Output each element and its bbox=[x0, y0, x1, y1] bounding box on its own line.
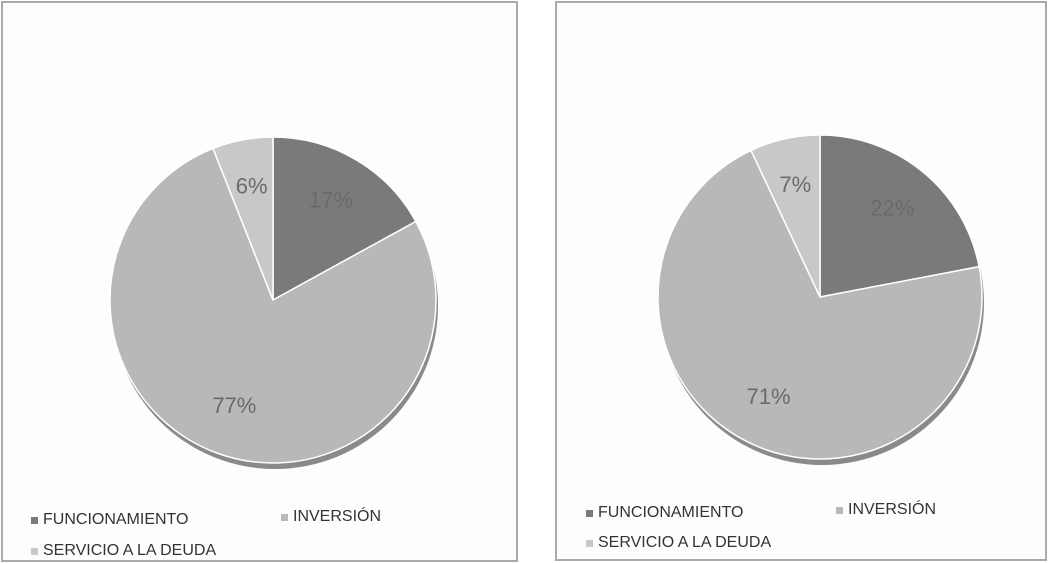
legend-label: INVERSIÓN bbox=[293, 506, 381, 525]
legend-swatch bbox=[31, 517, 38, 524]
pie-slice bbox=[819, 134, 981, 298]
legend-label: FUNCIONAMIENTO bbox=[43, 511, 188, 528]
pie-slice bbox=[750, 134, 821, 298]
data-label: 7% bbox=[779, 172, 811, 197]
legend-swatch bbox=[586, 510, 593, 517]
legend-label: SERVICIO A LA DEUDA bbox=[598, 534, 771, 551]
pie-slice bbox=[272, 136, 417, 302]
data-label: 77% bbox=[212, 393, 256, 418]
legend-label: INVERSIÓN bbox=[848, 499, 936, 518]
legend-swatch bbox=[281, 514, 288, 521]
legend-swatch bbox=[31, 548, 38, 555]
data-label: 71% bbox=[746, 384, 790, 409]
data-label: 22% bbox=[870, 195, 914, 220]
pie-slice bbox=[212, 136, 274, 301]
data-label: 6% bbox=[236, 174, 268, 199]
pie-slice bbox=[109, 147, 437, 464]
pie-slice bbox=[657, 149, 983, 460]
legend-label: FUNCIONAMIENTO bbox=[598, 504, 743, 521]
legend-label: SERVICIO A LA DEUDA bbox=[43, 542, 216, 559]
legend-swatch bbox=[836, 507, 843, 514]
legend-swatch bbox=[586, 540, 593, 547]
data-label: 17% bbox=[309, 188, 353, 213]
